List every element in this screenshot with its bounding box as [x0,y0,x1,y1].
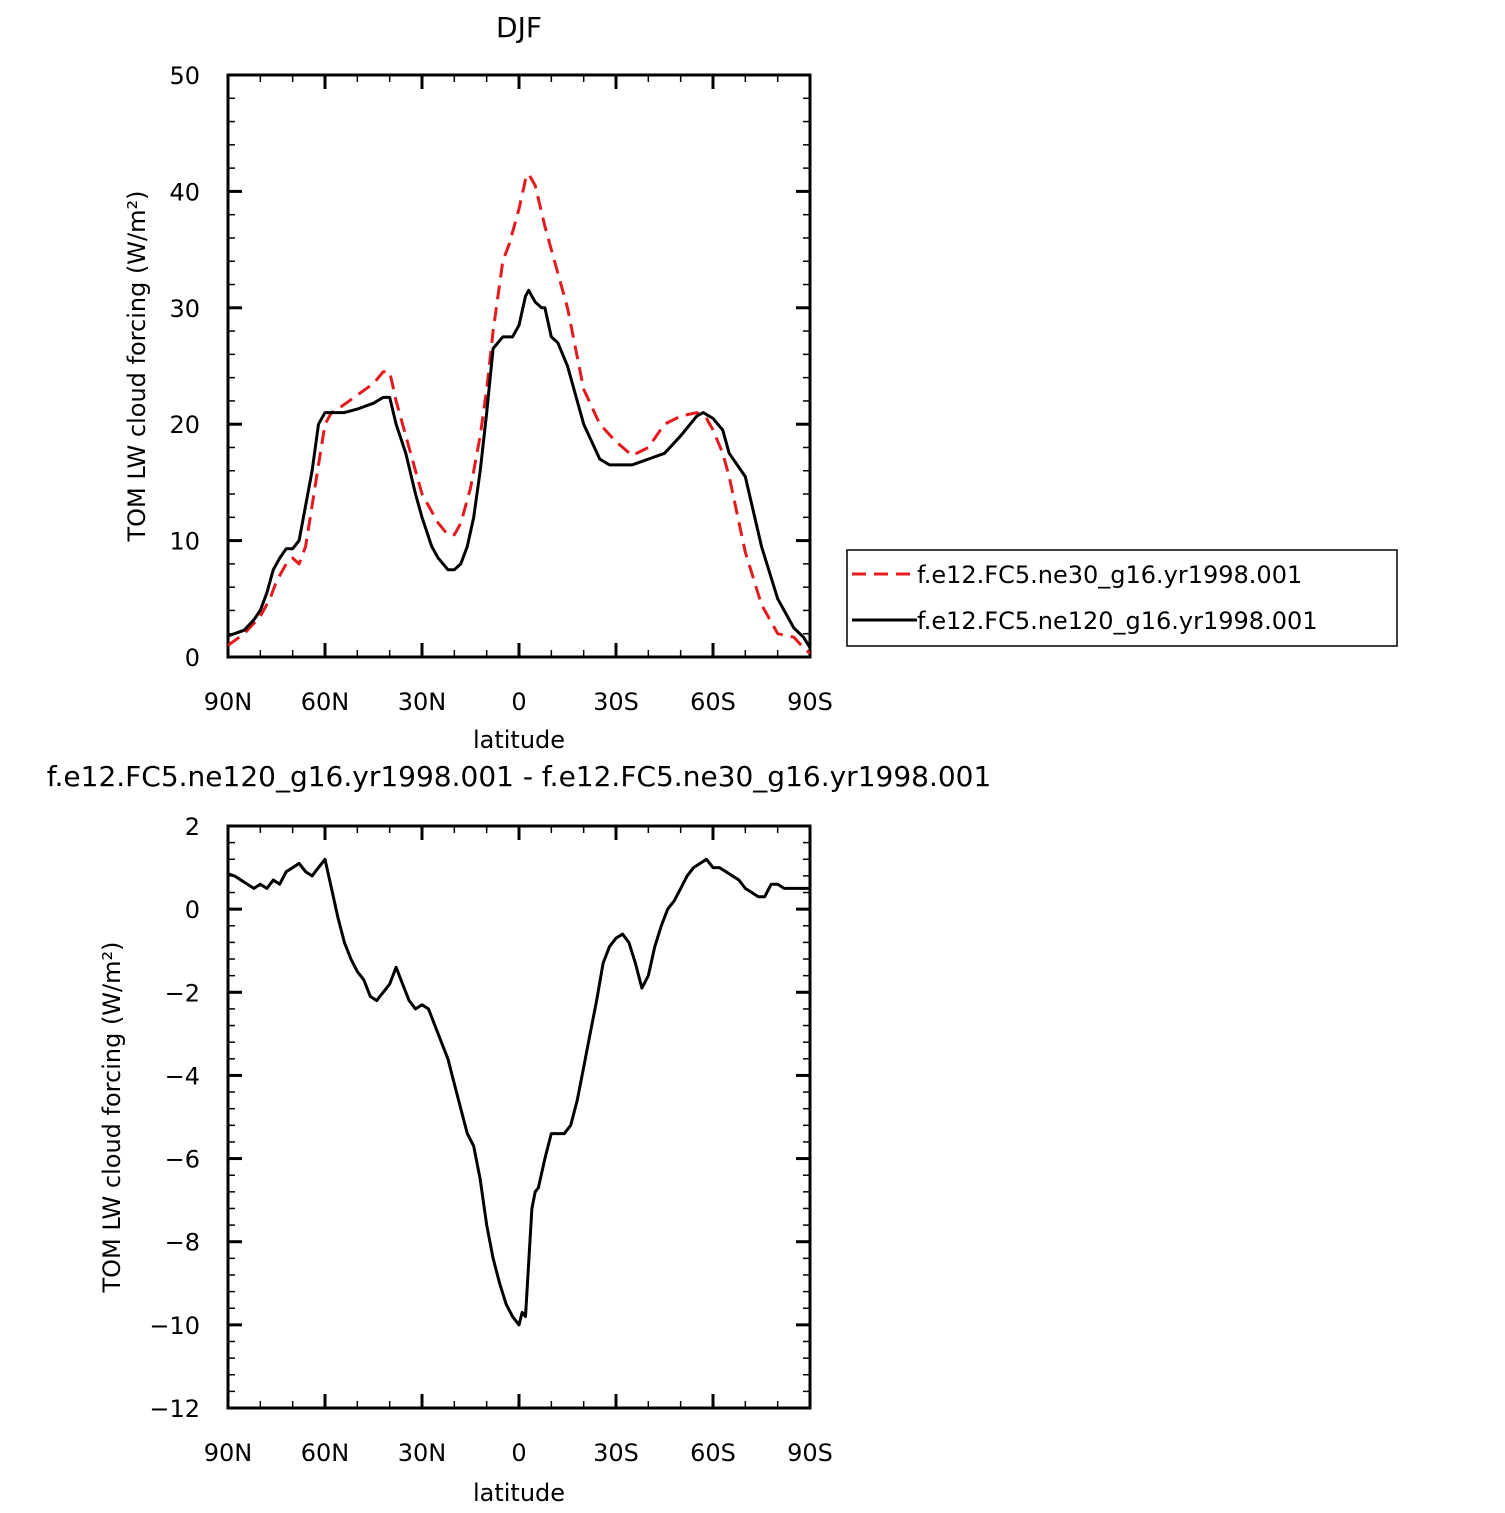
legend-label-ne120: f.e12.FC5.ne120_g16.yr1998.001 [917,607,1318,635]
top-x-tick-label: 30S [593,688,639,716]
bottom-x-tick-label: 90N [204,1439,253,1467]
bottom-y-tick-label: −4 [165,1062,200,1090]
bottom-series-line-0 [227,857,810,1327]
top-x-tick-label: 30N [398,688,447,716]
bottom-x-tick-label: 30N [398,1439,447,1467]
top-chart-title: DJF [496,11,542,44]
top-y-tick-label: 40 [169,178,200,206]
bottom-y-tick-label: 2 [185,813,200,841]
bottom-x-tick-label: 60N [301,1439,350,1467]
legend: f.e12.FC5.ne30_g16.yr1998.001 f.e12.FC5.… [846,549,1398,647]
top-plot-frame [226,73,812,659]
bottom-y-tick-label: −6 [165,1146,200,1174]
top-x-tick-label: 90N [204,688,253,716]
bottom-x-axis-label: latitude [473,1479,565,1507]
bottom-x-tick-label: 90S [787,1439,833,1467]
top-x-tick-label: 60N [301,688,350,716]
bottom-x-tick-label: 60S [690,1439,736,1467]
top-x-tick-label: 90S [787,688,833,716]
top-y-tick-label: 10 [169,528,200,556]
bottom-chart-title: f.e12.FC5.ne120_g16.yr1998.001 - f.e12.F… [47,760,992,793]
legend-label-ne30: f.e12.FC5.ne30_g16.yr1998.001 [917,561,1302,589]
bottom-y-tick-label: −2 [165,979,200,1007]
bottom-y-tick-label: −12 [149,1395,200,1423]
top-y-tick-label: 50 [169,62,200,90]
bottom-x-tick-label: 30S [593,1439,639,1467]
top-y-axis-label: TOM LW cloud forcing (W/m²) [123,191,151,543]
bottom-y-tick-label: −8 [165,1229,200,1257]
top-series-line-1 [227,288,812,649]
top-y-tick-label: 30 [169,295,200,323]
bottom-plot-area: 90N 60N 30N 0 30S 60S 90S −12 −10 −8 −6 −4 −2 0 2 [149,813,833,1467]
top-x-tick-label: 60S [690,688,736,716]
top-x-axis-label: latitude [473,726,565,754]
top-plot-area: 90N 60N 30N 0 30S 60S 90S 0 10 20 30 40 50 [169,62,832,716]
bottom-panel: f.e12.FC5.ne120_g16.yr1998.001 - f.e12.F… [47,760,992,1507]
top-x-tick-label: 0 [511,688,526,716]
bottom-x-tick-label: 0 [511,1439,526,1467]
top-panel: DJF 90N 60N 30N 0 30S 60S 90S 0 10 20 30 40 50 latit… [123,11,1398,754]
top-series-line-0 [227,172,811,655]
top-y-tick-label: 0 [185,644,200,672]
bottom-y-axis-label: TOM LW cloud forcing (W/m²) [98,942,126,1294]
top-y-tick-label: 20 [169,411,200,439]
legend-box [846,549,1398,647]
bottom-y-tick-label: −10 [149,1312,200,1340]
bottom-y-tick-label: 0 [185,896,200,924]
